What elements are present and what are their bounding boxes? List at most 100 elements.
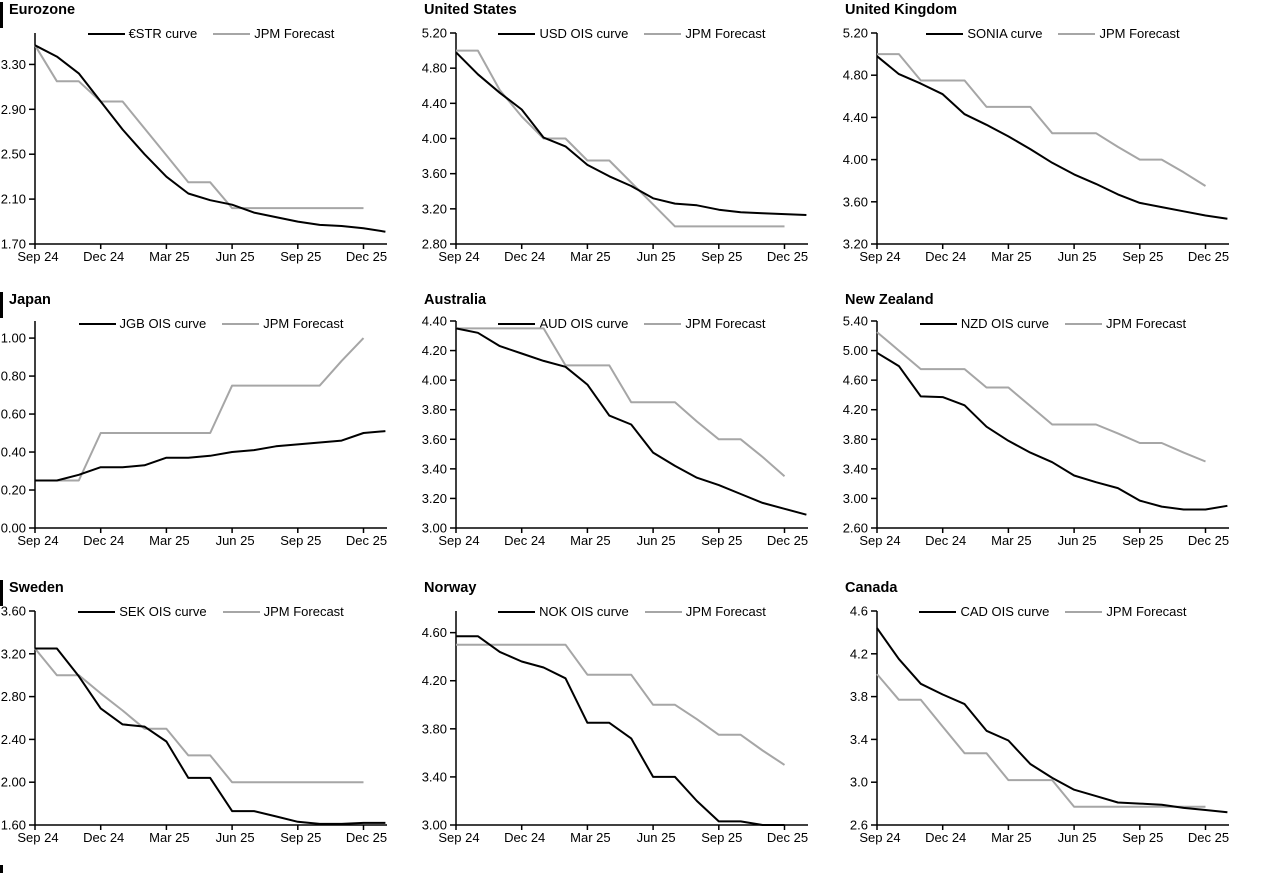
svg-text:0.20: 0.20	[1, 483, 26, 498]
svg-text:2.6: 2.6	[850, 818, 868, 833]
legend-label: JPM Forecast	[1105, 316, 1187, 331]
svg-text:3.20: 3.20	[422, 491, 447, 506]
legend-label: JPM Forecast	[1106, 604, 1187, 619]
svg-text:Mar 25: Mar 25	[149, 249, 189, 264]
legend-item-forecast: JPM Forecast	[1065, 604, 1187, 619]
legend-item-main: NOK OIS curve	[498, 604, 629, 619]
svg-text:2.00: 2.00	[1, 775, 26, 790]
svg-text:Dec 24: Dec 24	[925, 533, 966, 548]
svg-text:3.0: 3.0	[850, 775, 868, 790]
svg-text:Sep 25: Sep 25	[1122, 249, 1163, 264]
title-row: Japan	[0, 292, 51, 318]
svg-text:Sep 25: Sep 25	[1122, 830, 1163, 845]
svg-text:2.60: 2.60	[843, 521, 868, 536]
svg-text:3.00: 3.00	[843, 491, 868, 506]
svg-text:3.60: 3.60	[422, 166, 447, 181]
section-bar	[0, 580, 3, 606]
svg-text:5.40: 5.40	[843, 314, 868, 329]
legend-item-main: JGB OIS curve	[78, 316, 206, 331]
title-row: Norway	[421, 580, 476, 597]
chart-title: United Kingdom	[845, 2, 957, 18]
chart-title: United States	[424, 2, 517, 18]
svg-text:1.00: 1.00	[1, 331, 26, 346]
line-plot: 3.00 3.40 3.80 4.20 4.60 Sep 24 Dec 24 Mar 25 Ju…	[422, 611, 808, 845]
section-bar	[0, 2, 3, 28]
svg-text:3.20: 3.20	[1, 646, 26, 661]
chart-title: Norway	[424, 580, 477, 596]
svg-text:2.50: 2.50	[1, 147, 26, 162]
svg-text:Sep 24: Sep 24	[17, 249, 58, 264]
legend-item-forecast: JPM Forecast	[644, 604, 766, 619]
svg-text:Jun 25: Jun 25	[637, 830, 676, 845]
svg-text:4.80: 4.80	[843, 68, 868, 83]
svg-text:3.60: 3.60	[422, 432, 447, 447]
line-swatch-icon	[222, 610, 260, 613]
legend-item-forecast: JPM Forecast	[213, 26, 334, 41]
line-swatch-icon	[498, 322, 536, 325]
legend-label: SONIA curve	[967, 26, 1043, 41]
svg-text:Dec 24: Dec 24	[504, 533, 545, 548]
svg-text:Dec 25: Dec 25	[346, 249, 387, 264]
svg-text:4.40: 4.40	[422, 314, 447, 329]
svg-text:4.00: 4.00	[422, 373, 447, 388]
title-row: Sweden	[0, 580, 64, 606]
svg-text:Mar 25: Mar 25	[149, 830, 189, 845]
svg-text:3.20: 3.20	[422, 201, 447, 216]
svg-text:4.20: 4.20	[843, 402, 868, 417]
svg-text:3.40: 3.40	[422, 461, 447, 476]
chart-legend: SONIA curve JPM Forecast	[877, 26, 1229, 41]
chart-title: New Zealand	[845, 292, 934, 308]
svg-text:Dec 25: Dec 25	[1188, 830, 1229, 845]
legend-label: JPM Forecast	[263, 316, 344, 331]
line-swatch-icon	[644, 32, 682, 35]
svg-text:3.20: 3.20	[843, 237, 868, 252]
legend-item-main: CAD OIS curve	[919, 604, 1049, 619]
chart-panel-australia: Australia AUD OIS curve JPM Forecast 3.0…	[421, 290, 842, 578]
line-swatch-icon	[1064, 322, 1102, 325]
chart-title: Canada	[845, 580, 898, 596]
svg-text:4.40: 4.40	[422, 96, 447, 111]
chart-title: Sweden	[9, 580, 64, 596]
line-swatch-icon	[644, 322, 682, 325]
svg-text:Dec 25: Dec 25	[1188, 533, 1229, 548]
chart-legend: SEK OIS curve JPM Forecast	[35, 604, 387, 619]
svg-text:Dec 24: Dec 24	[504, 830, 545, 845]
chart-panel-norway: Norway NOK OIS curve JPM Forecast 3.00 3.…	[421, 578, 842, 873]
svg-text:Jun 25: Jun 25	[1058, 249, 1097, 264]
svg-text:0.00: 0.00	[1, 521, 26, 536]
legend-item-forecast: JPM Forecast	[644, 26, 766, 41]
svg-text:Jun 25: Jun 25	[637, 533, 676, 548]
chart-panel-japan: Japan JGB OIS curve JPM Forecast 0.00 0.2…	[0, 290, 421, 578]
chart-legend: €STR curve JPM Forecast	[35, 26, 387, 41]
svg-text:4.00: 4.00	[843, 152, 868, 167]
svg-text:Mar 25: Mar 25	[570, 533, 610, 548]
line-swatch-icon	[919, 610, 957, 613]
svg-text:5.20: 5.20	[843, 26, 868, 41]
svg-text:3.60: 3.60	[1, 604, 26, 619]
chart-legend: JGB OIS curve JPM Forecast	[35, 316, 387, 331]
svg-text:Jun 25: Jun 25	[1058, 830, 1097, 845]
line-plot: 3.20 3.60 4.00 4.40 4.80 5.20 Sep 24 Dec 24 Mar …	[843, 26, 1229, 265]
legend-item-forecast: JPM Forecast	[644, 316, 766, 331]
line-swatch-icon	[644, 610, 682, 613]
legend-item-forecast: JPM Forecast	[222, 604, 344, 619]
svg-text:Sep 24: Sep 24	[17, 533, 58, 548]
svg-text:4.2: 4.2	[850, 646, 868, 661]
svg-text:0.40: 0.40	[1, 445, 26, 460]
chart-panel-sweden: Sweden SEK OIS curve JPM Forecast 1.60 2.…	[0, 578, 421, 873]
svg-text:5.20: 5.20	[422, 26, 447, 41]
title-row: Canada	[842, 580, 897, 597]
line-swatch-icon	[78, 610, 116, 613]
line-swatch-icon	[926, 32, 964, 35]
title-row: United Kingdom	[842, 2, 957, 19]
chart-title: Eurozone	[9, 2, 76, 18]
svg-text:Mar 25: Mar 25	[570, 830, 610, 845]
legend-label: CAD OIS curve	[960, 604, 1050, 619]
svg-text:Sep 24: Sep 24	[438, 830, 479, 845]
svg-text:Dec 24: Dec 24	[83, 533, 124, 548]
legend-item-forecast: JPM Forecast	[1058, 26, 1180, 41]
chart-legend: CAD OIS curve JPM Forecast	[877, 604, 1229, 619]
svg-text:4.40: 4.40	[843, 110, 868, 125]
svg-text:Sep 25: Sep 25	[701, 830, 742, 845]
